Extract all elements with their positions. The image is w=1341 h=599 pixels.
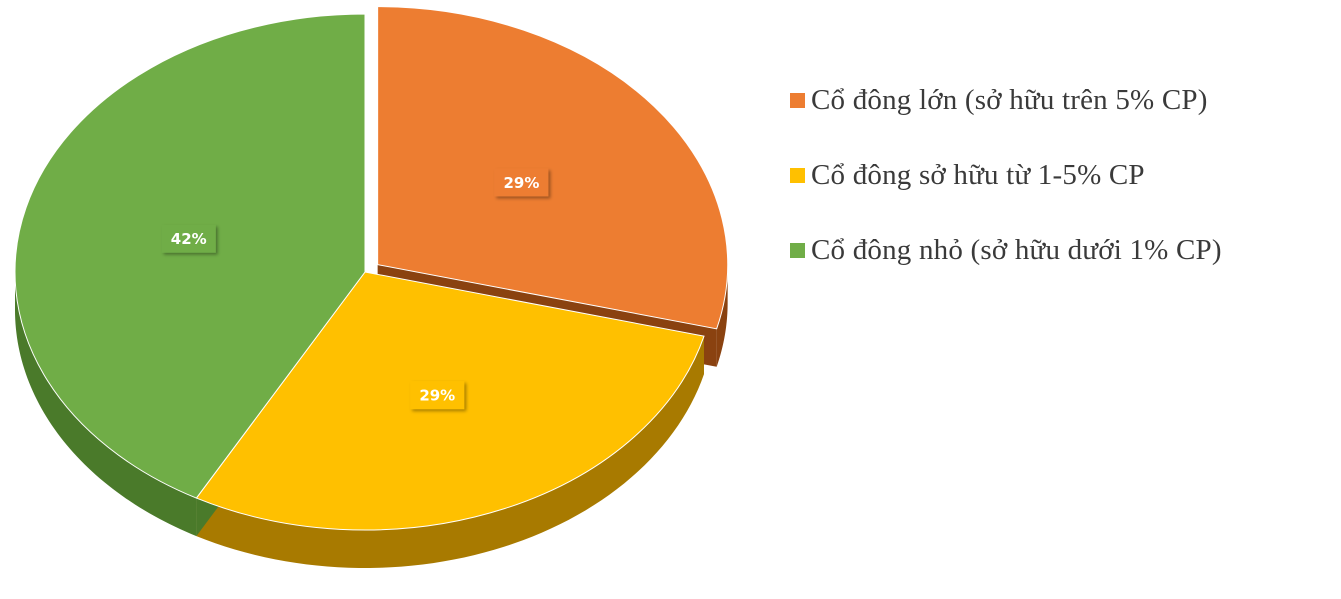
legend-label: Cổ đông nhỏ (sở hữu dưới 1% CP) xyxy=(811,233,1222,266)
legend-item-large-shareholders: Cổ đông lớn (sở hữu trên 5% CP) xyxy=(790,82,1335,118)
pie-plot-area: 29% 29% 42% xyxy=(14,6,729,568)
pie-slice-side xyxy=(196,336,704,568)
pie-slice xyxy=(14,13,366,499)
data-label-box xyxy=(410,381,465,410)
legend-swatch xyxy=(790,242,805,258)
data-label-text: 29% xyxy=(503,174,539,192)
data-label-box xyxy=(161,224,216,253)
data-label: 29% xyxy=(494,168,549,197)
legend-label: Cổ đông lớn (sở hữu trên 5% CP) xyxy=(811,83,1208,116)
pie-slice-side xyxy=(716,264,728,367)
data-label: 29% xyxy=(410,381,465,410)
data-label-box xyxy=(494,168,549,197)
data-label: 42% xyxy=(161,224,216,253)
data-label-text: 42% xyxy=(171,230,207,248)
pie-slice xyxy=(377,6,729,330)
data-label-text: 29% xyxy=(419,387,455,405)
legend-swatch xyxy=(790,167,805,183)
legend-item-mid-shareholders: Cổ đông sở hữu từ 1-5% CP xyxy=(790,157,1335,193)
legend-label: Cổ đông sở hữu từ 1-5% CP xyxy=(811,158,1145,191)
legend-item-small-shareholders: Cổ đông nhỏ (sở hữu dưới 1% CP) xyxy=(790,232,1335,268)
legend-swatch xyxy=(790,92,805,108)
pie-slice-side xyxy=(15,272,197,537)
chart-legend: Cổ đông lớn (sở hữu trên 5% CP) Cổ đông … xyxy=(790,82,1335,307)
